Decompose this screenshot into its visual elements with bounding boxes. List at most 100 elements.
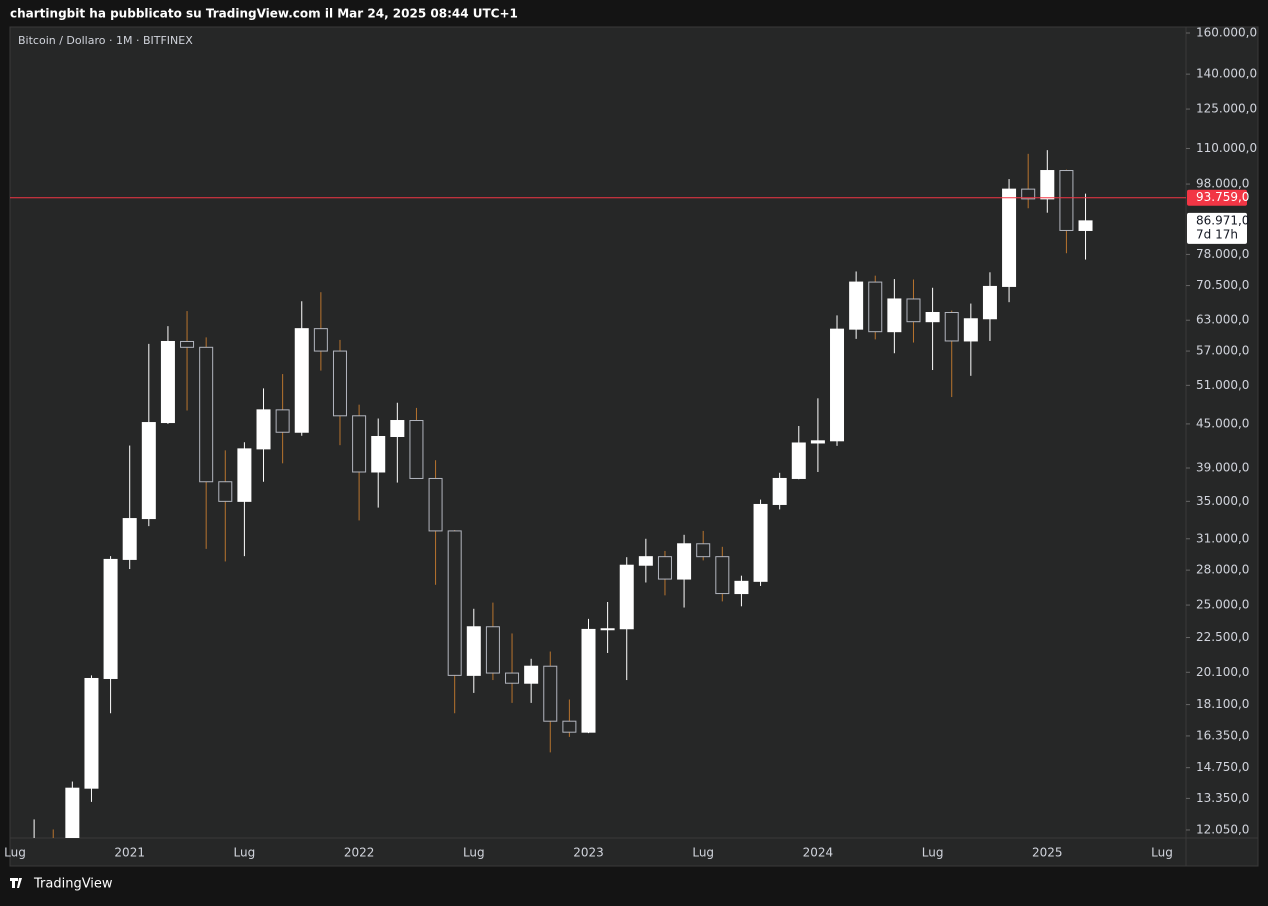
candle-body (715, 556, 730, 595)
candle-body (65, 787, 80, 838)
y-tick-label: 25.000,0 (1196, 598, 1249, 612)
candle-body (562, 720, 577, 733)
x-tick-label: Lug (4, 846, 26, 860)
candle-body (772, 477, 787, 505)
candle-body (734, 580, 749, 595)
y-tick-label: 45.000,0 (1196, 416, 1249, 430)
y-tick-label: 14.750,0 (1196, 760, 1249, 774)
candle-body (485, 626, 500, 674)
candle-body (925, 311, 940, 323)
y-tick-label: 35.000,0 (1196, 494, 1249, 508)
y-tick-label: 12.050,0 (1196, 822, 1249, 836)
x-tick-label: Lug (922, 846, 944, 860)
countdown: 7d 17h (1196, 227, 1238, 241)
candle-body (944, 311, 959, 342)
y-tick-label: 20.100,0 (1196, 665, 1249, 679)
y-tick-label: 78.000,0 (1196, 247, 1249, 261)
candle-body (141, 422, 156, 520)
plot (10, 150, 1186, 838)
candle-body (581, 628, 596, 733)
candle-body (600, 628, 615, 631)
candle-body (524, 665, 539, 684)
price-line-box (1187, 189, 1247, 206)
y-tick-label: 22.500,0 (1196, 630, 1249, 644)
candle-body (237, 448, 252, 502)
chart-title: Bitcoin / Dollaro · 1M · BITFINEX (18, 34, 193, 47)
candle-body (84, 677, 99, 789)
x-tick-label: Lug (463, 846, 485, 860)
candle-body (677, 543, 692, 580)
candle-body (543, 665, 558, 722)
candle-body (447, 530, 462, 676)
y-tick-label: 63.000,0 (1196, 313, 1249, 327)
candle-body (887, 298, 902, 333)
candle-body (313, 328, 328, 352)
candle-body (906, 298, 921, 323)
y-tick-label: 16.350,0 (1196, 728, 1249, 742)
candle-body (332, 350, 347, 417)
candle-body (753, 503, 768, 582)
candle-body (1078, 220, 1093, 231)
y-tick-label: 39.000,0 (1196, 461, 1249, 475)
candle-body (849, 281, 864, 330)
candle-body (371, 435, 386, 473)
candle-body (1002, 188, 1017, 287)
candle-body (638, 556, 653, 566)
y-tick-label: 28.000,0 (1196, 563, 1249, 577)
candle-body (103, 558, 118, 679)
y-tick-label: 31.000,0 (1196, 531, 1249, 545)
candle-body (982, 285, 997, 320)
candle-body (275, 409, 290, 433)
candle-body (199, 346, 214, 483)
candle-body (218, 481, 233, 502)
x-tick-label: 2024 (803, 846, 834, 860)
candle-body (428, 477, 443, 532)
candle-body (963, 318, 978, 342)
candle-body (810, 440, 825, 444)
chart-panel (9, 26, 1259, 867)
y-tick-label: 98.000,0 (1196, 177, 1249, 191)
candle-body (696, 543, 711, 558)
x-tick-label: Lug (234, 846, 256, 860)
candle-body (294, 328, 309, 433)
y-tick-label: 140.000,0 (1196, 67, 1257, 81)
y-tick-label: 160.000,0 (1196, 25, 1257, 39)
candle-body (657, 556, 672, 580)
candle-body (505, 672, 520, 684)
candle-body (122, 518, 137, 560)
candle-body (1021, 188, 1036, 200)
candle-body (791, 442, 806, 479)
candle-body (466, 626, 481, 676)
header: chartingbit ha pubblicato su TradingView… (10, 7, 518, 21)
candle-body (256, 409, 271, 450)
last-price-box (1187, 212, 1247, 244)
x-tick-label: 2022 (344, 846, 375, 860)
candle-body (390, 420, 405, 437)
candle-body (868, 281, 883, 333)
x-tick-label: 2023 (573, 846, 604, 860)
x-tick-label: 2025 (1032, 846, 1063, 860)
y-tick-label: 70.500,0 (1196, 278, 1249, 292)
price-line-label: 93.759,0 (1196, 190, 1249, 204)
x-tick-label: Lug (1151, 846, 1173, 860)
candle-body (1059, 170, 1074, 231)
y-tick-label: 57.000,0 (1196, 344, 1249, 358)
y-tick-label: 110.000,0 (1196, 141, 1257, 155)
x-tick-label: Lug (692, 846, 714, 860)
candle-body (830, 328, 845, 442)
candle-body (180, 340, 195, 348)
candle-body (1040, 170, 1055, 200)
candle-body (619, 564, 634, 630)
candle-body (409, 420, 424, 479)
y-tick-label: 125.000,0 (1196, 102, 1257, 116)
y-tick-label: 13.350,0 (1196, 791, 1249, 805)
last-price-label: 86.971,0 (1196, 213, 1249, 227)
logo-icon (10, 878, 22, 888)
footer-logo: TradingView (33, 877, 113, 892)
y-tick-label: 51.000,0 (1196, 378, 1249, 392)
candle-body (352, 415, 367, 473)
y-tick-label: 18.100,0 (1196, 697, 1249, 711)
x-tick-label: 2021 (114, 846, 145, 860)
candle-body (160, 340, 175, 424)
